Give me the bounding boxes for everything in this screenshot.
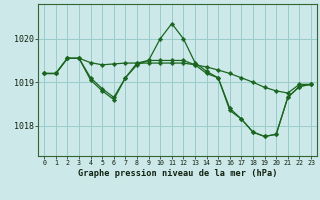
X-axis label: Graphe pression niveau de la mer (hPa): Graphe pression niveau de la mer (hPa) <box>78 169 277 178</box>
